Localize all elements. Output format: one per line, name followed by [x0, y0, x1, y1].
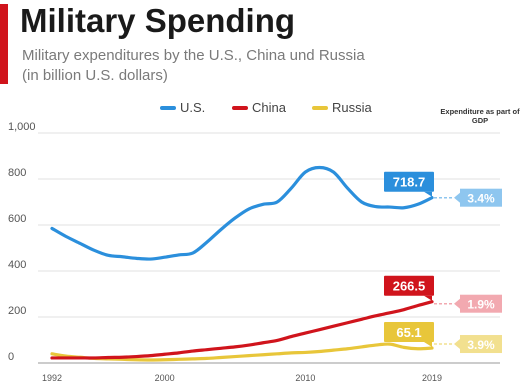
gdp-badge-arrow-russia [454, 339, 460, 350]
legend-label-us: U.S. [180, 100, 205, 115]
gdp-column-header: Expenditure as part of GDP [440, 107, 520, 125]
accent-bar [0, 4, 8, 84]
gdp-badge-arrow-china [454, 298, 460, 309]
gdp-badge-box-russia [460, 335, 502, 354]
y-tick-label: 600 [8, 213, 26, 225]
x-tick-label: 2000 [155, 373, 175, 383]
gdp-badge-box-us [460, 188, 502, 207]
end-label-pointer-china [424, 295, 432, 301]
end-label-china: 266.5 [393, 279, 426, 294]
end-label-russia: 65.1 [396, 325, 421, 340]
gdp-badge-us: 3.4% [467, 192, 495, 206]
end-label-box-us [384, 171, 434, 192]
y-tick-label: 200 [8, 305, 26, 317]
x-tick-label: 2010 [295, 373, 315, 383]
legend-label-russia: Russia [332, 100, 373, 115]
gdp-badge-russia: 3.9% [467, 338, 495, 352]
gdp-badge-china: 1.9% [467, 298, 495, 312]
y-tick-label: 1,000 [8, 121, 36, 133]
y-tick-label: 400 [8, 259, 26, 271]
series-line-russia [50, 342, 434, 362]
chart-title: Military Spending [20, 2, 296, 39]
series-line-us [50, 165, 434, 261]
y-tick-label: 0 [8, 351, 14, 363]
x-tick-label: 2019 [422, 373, 442, 383]
chart-subtitle: Military expenditures by the U.S., China… [22, 47, 365, 84]
y-tick-label: 800 [8, 167, 26, 179]
legend-label-china: China [252, 100, 287, 115]
end-label-us: 718.7 [393, 175, 426, 190]
gdp-badge-arrow-us [454, 192, 460, 203]
end-label-box-china [384, 275, 434, 296]
series-line-china [50, 300, 434, 360]
end-label-pointer-russia [424, 342, 432, 348]
x-tick-label: 1992 [42, 373, 62, 383]
end-label-pointer-us [424, 191, 432, 197]
gdp-badge-box-china [460, 294, 502, 313]
end-label-box-russia [384, 322, 434, 343]
